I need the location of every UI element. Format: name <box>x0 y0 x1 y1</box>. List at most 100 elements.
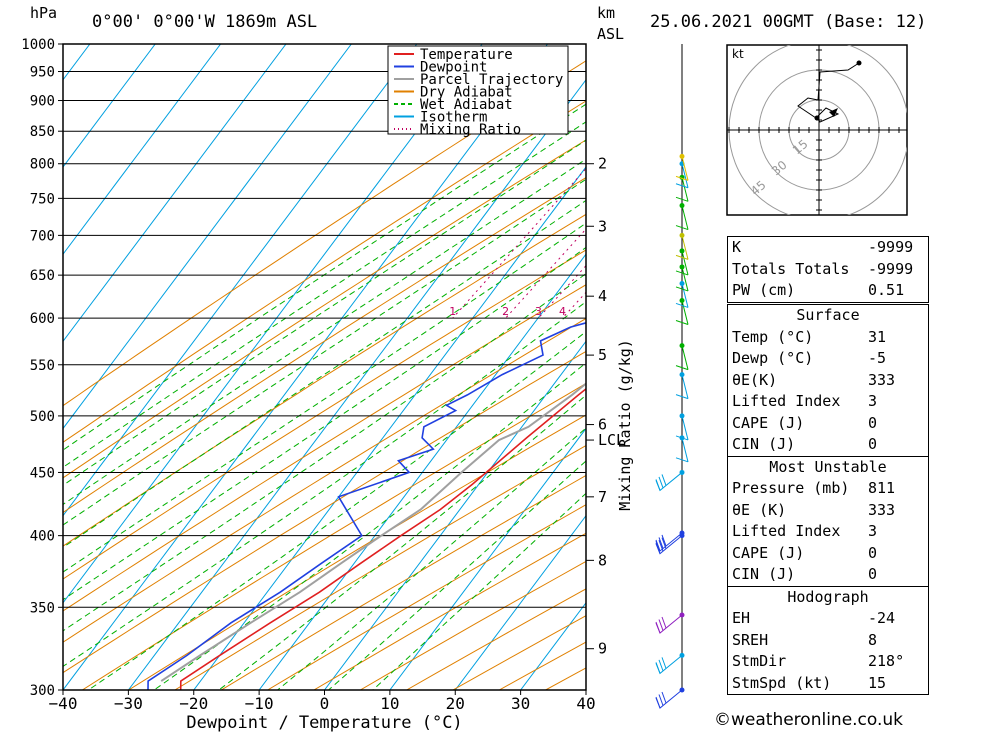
isotherm-line <box>127 79 586 690</box>
isotherm-line <box>454 514 586 690</box>
wind-barb-flag <box>675 225 689 231</box>
isotherm-line <box>63 44 352 430</box>
wind-barb-flag <box>655 696 661 709</box>
mixing-ratio-label: 4 <box>559 305 566 318</box>
x-axis-label: Dewpoint / Temperature (°C) <box>186 713 462 733</box>
wind-barb-flag <box>675 270 689 276</box>
wind-barb-flag <box>675 365 689 371</box>
wind-barb-flag <box>661 616 667 629</box>
km-unit-label: km <box>597 4 616 22</box>
temperature-tick-label: 40 <box>576 694 595 713</box>
dry-adiabat-line <box>63 284 586 612</box>
km-tick-label: 8 <box>598 551 607 569</box>
wind-barb-flag <box>675 435 689 441</box>
pressure-tick-label: 900 <box>30 94 55 110</box>
most-unstable-row: Lifted Index 3 <box>732 522 878 540</box>
surface-row: CIN (J) 0 <box>732 435 878 453</box>
isotherm-line <box>258 253 586 690</box>
wind-barb <box>681 266 689 292</box>
pressure-tick-label: 550 <box>30 358 55 374</box>
surface-table: Surface Temp (°C) 31 Dewp (°C) -5 θE(K) 333… <box>727 304 929 695</box>
legend-entry: Temperature <box>420 47 513 63</box>
isotherm-line <box>324 340 586 690</box>
wind-barb <box>681 163 689 188</box>
wind-barb-flag <box>655 621 661 634</box>
mixing-ratio-label: 20 <box>704 305 718 318</box>
datetime-label: 25.06.2021 00GMT (Base: 12) <box>650 12 927 32</box>
km-tick-label: 3 <box>598 217 607 235</box>
most-unstable-row: θE (K) 333 <box>732 500 896 519</box>
indices-table: K -9999 Totals Totals -9999 PW (cm) 0.51 <box>727 236 929 303</box>
temperature-tick-label: −10 <box>245 694 274 713</box>
wet-adiabat-line <box>63 178 586 526</box>
legend-entry: Wet Adiabat <box>420 97 513 113</box>
dry-adiabat-line <box>63 350 586 674</box>
wind-barb-flag <box>658 537 664 549</box>
isotherm-line <box>389 427 586 690</box>
wet-adiabat-line <box>63 222 586 573</box>
parcel-trajectory-profile-line <box>160 382 586 682</box>
wind-barb-flag <box>675 394 689 400</box>
temperature-tick-label: 30 <box>511 694 530 713</box>
km-tick-label: 9 <box>598 640 607 658</box>
wind-barb-flag <box>658 659 664 672</box>
km-tick-label: 2 <box>598 155 607 173</box>
surface-title: Surface <box>796 306 860 324</box>
surface-row: Temp (°C) 31 <box>732 327 887 346</box>
dry-adiabat-line <box>221 474 586 690</box>
wind-barb <box>655 472 683 492</box>
dry-adiabat-line <box>63 317 586 643</box>
km-tick-label: 7 <box>598 488 607 506</box>
hodograph-stats-row: EH -24 <box>732 609 896 627</box>
wind-barb-flag <box>658 694 664 706</box>
wind-barb <box>681 177 689 202</box>
hodograph-stats-title: Hodograph <box>728 585 928 609</box>
pressure-tick-label: 300 <box>30 683 55 699</box>
surface-row: Dewp (°C) -5 <box>732 349 887 367</box>
most-unstable-row: CIN (J) 0 <box>732 565 878 583</box>
surface-row: CAPE (J) 0 <box>732 413 878 432</box>
wind-barb-flag <box>658 476 664 489</box>
wind-barb <box>681 205 689 230</box>
km-tick-label: 6 <box>598 416 607 434</box>
isotherm-line <box>63 44 287 343</box>
pressure-tick-label: 650 <box>30 268 55 284</box>
pressure-tick-label: 700 <box>30 228 55 244</box>
mixing-ratio-line <box>505 228 586 319</box>
pressure-tick-label: 600 <box>30 311 55 327</box>
plot-area: 12346810162025 <box>0 44 718 690</box>
wind-barb-flag <box>655 542 661 554</box>
mixing-ratio-label: 1 <box>449 305 456 318</box>
wet-adiabat-line <box>218 394 586 690</box>
wind-barb <box>655 689 683 709</box>
hodograph-unit-label: kt <box>732 47 744 61</box>
dry-adiabat-line <box>128 414 586 690</box>
pressure-tick-label: 500 <box>30 409 55 425</box>
pressure-tick-label: 950 <box>30 65 55 81</box>
wind-barb-flag <box>675 302 689 308</box>
wind-barb-flag <box>658 619 664 631</box>
wind-barb <box>681 415 689 441</box>
surface-row: Lifted Index 3 <box>732 392 878 410</box>
wet-adiabat-line <box>63 158 586 506</box>
temperature-tick-label: 20 <box>446 694 465 713</box>
hpa-unit-label: hPa <box>30 4 58 22</box>
wind-barb <box>681 250 689 276</box>
wind-barb-flag <box>655 479 661 491</box>
dry-adiabat-line <box>82 382 586 690</box>
hodograph-stats-row: SREH 8 <box>732 630 878 649</box>
temperature-profile-line <box>179 387 586 690</box>
isotherm-line <box>63 44 548 690</box>
wind-barb-flag <box>661 474 667 486</box>
wind-barb <box>681 374 689 399</box>
wind-barb-flag <box>675 254 689 260</box>
wet-adiabat-line <box>372 492 586 690</box>
pressure-tick-label: 850 <box>30 124 55 140</box>
surface-row: θE(K) 333 <box>732 370 896 389</box>
hodograph-start-dot <box>856 60 862 66</box>
isotherm-line <box>0 44 25 690</box>
temperature-tick-label: 10 <box>380 694 399 713</box>
most-unstable-row: Pressure (mb) 811 <box>732 479 896 497</box>
dry-adiabat-line <box>267 504 586 690</box>
